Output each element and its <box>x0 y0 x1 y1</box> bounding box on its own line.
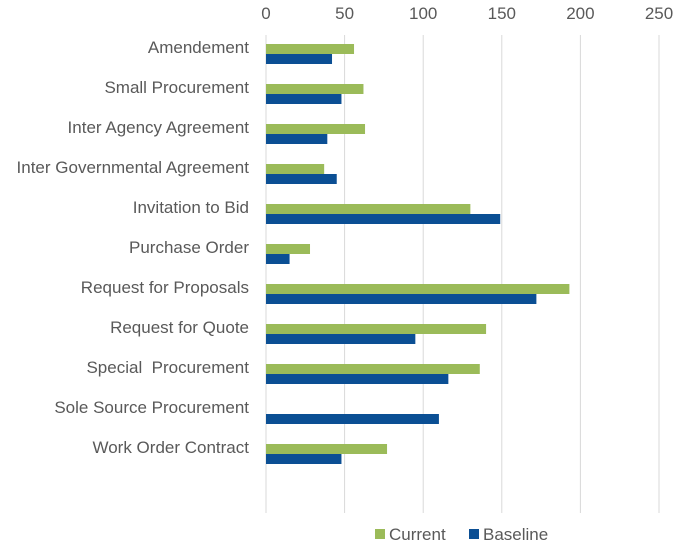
bar-current <box>266 44 355 54</box>
category-label: Invitation to Bid <box>133 198 249 217</box>
x-tick-label: 150 <box>488 4 516 23</box>
x-tick-label: 0 <box>261 4 270 23</box>
bar-baseline <box>266 94 342 104</box>
legend-swatch-baseline <box>469 529 479 539</box>
bars <box>266 44 570 464</box>
legend: Current Baseline <box>375 525 548 544</box>
bar-current <box>266 364 480 374</box>
bar-baseline <box>266 454 342 464</box>
bar-current <box>266 444 388 454</box>
bar-baseline <box>266 254 290 264</box>
x-tick-label: 50 <box>335 4 354 23</box>
bar-baseline <box>266 414 439 424</box>
bar-current <box>266 324 487 334</box>
x-tick-label: 200 <box>566 4 594 23</box>
category-label: Small Procurement <box>104 78 249 97</box>
category-label: Amendement <box>148 38 249 57</box>
bar-current <box>266 164 325 174</box>
legend-label-current: Current <box>389 525 446 544</box>
bar-current <box>266 204 471 214</box>
category-label: Sole Source Procurement <box>54 398 249 417</box>
legend-swatch-current <box>375 529 385 539</box>
bar-current <box>266 244 311 254</box>
category-label: Purchase Order <box>129 238 249 257</box>
x-axis-ticks: 0 50 100 150 200 250 <box>261 4 673 23</box>
bar-current <box>266 284 570 294</box>
bar-baseline <box>266 214 501 224</box>
bar-baseline <box>266 54 333 64</box>
bar-current <box>266 84 364 94</box>
category-label: Inter Agency Agreement <box>68 118 250 137</box>
bar-baseline <box>266 294 537 304</box>
bar-baseline <box>266 174 337 184</box>
x-tick-label: 250 <box>645 4 673 23</box>
category-label: Inter Governmental Agreement <box>17 158 250 177</box>
bar-baseline <box>266 374 449 384</box>
category-label: Request for Quote <box>110 318 249 337</box>
category-label: Special Procurement <box>86 358 249 377</box>
category-labels: Amendement Small Procurement Inter Agency … <box>17 38 250 457</box>
legend-label-baseline: Baseline <box>483 525 548 544</box>
gridlines <box>265 35 660 513</box>
bar-current <box>266 124 366 134</box>
bar-baseline <box>266 134 328 144</box>
category-label: Work Order Contract <box>92 438 249 457</box>
bar-baseline <box>266 334 416 344</box>
x-tick-label: 100 <box>409 4 437 23</box>
category-label: Request for Proposals <box>81 278 249 297</box>
